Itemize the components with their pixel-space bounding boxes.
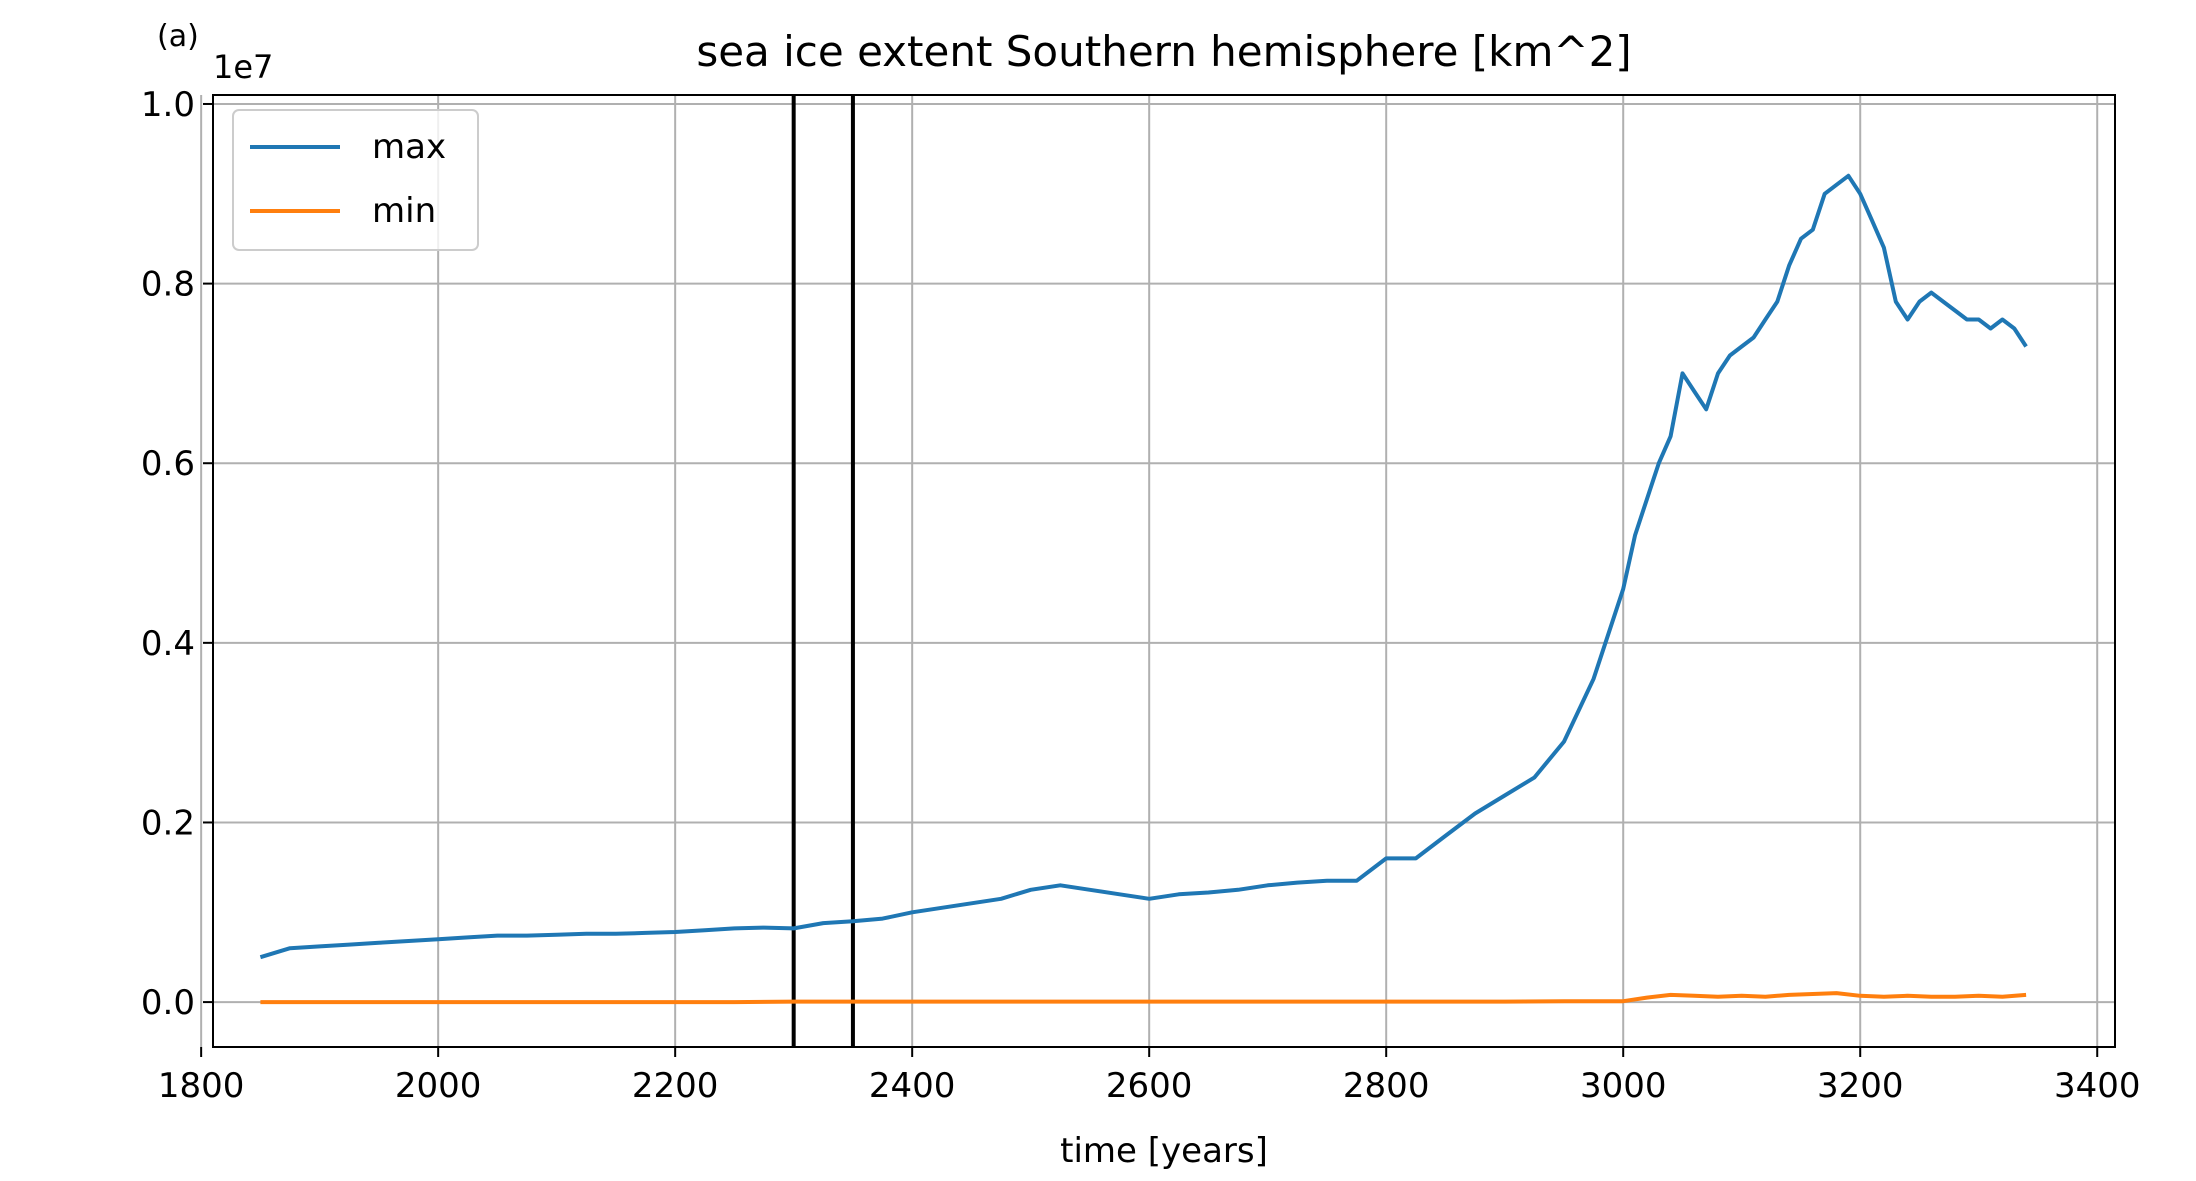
vertical-markers [791, 95, 855, 1047]
y-tick-label: 0.0 [141, 983, 195, 1023]
legend: max min [232, 109, 479, 251]
series-lines [259, 173, 2028, 1005]
x-tick-label: 2200 [632, 1066, 719, 1106]
y-tick-label: 0.6 [141, 444, 195, 484]
x-tick-label: 2000 [395, 1066, 482, 1106]
y-tick-label: 1.0 [141, 85, 195, 125]
y-tick-label: 0.2 [141, 803, 195, 843]
legend-label-max: max [372, 127, 446, 167]
chart-title: sea ice extent Southern hemisphere [km^2… [696, 27, 1631, 76]
y-offset-label: 1e7 [213, 48, 273, 86]
y-tick-label: 0.8 [141, 265, 195, 305]
legend-label-min: min [372, 191, 436, 231]
x-tick-label: 1800 [158, 1066, 245, 1106]
y-tick-label: 0.4 [141, 624, 195, 664]
plot-frame [212, 94, 2116, 1048]
x-tick-label: 3400 [2054, 1066, 2141, 1106]
x-axis-label: time [years] [1060, 1131, 1268, 1171]
series-line-min [260, 991, 2027, 1005]
x-tick-label: 2600 [1106, 1066, 1193, 1106]
x-tick-label: 3200 [1817, 1066, 1904, 1106]
grid [200, 95, 2115, 1047]
x-tick-label: 3000 [1580, 1066, 1667, 1106]
axis-ticks: 1800 2000 2200 2400 2600 2800 3000 3200 3400 0.0 0… [141, 85, 2141, 1106]
x-tick-label: 2400 [869, 1066, 956, 1106]
series-line-max [259, 173, 2028, 960]
panel-label: (a) [157, 19, 199, 54]
x-tick-label: 2800 [1343, 1066, 1430, 1106]
